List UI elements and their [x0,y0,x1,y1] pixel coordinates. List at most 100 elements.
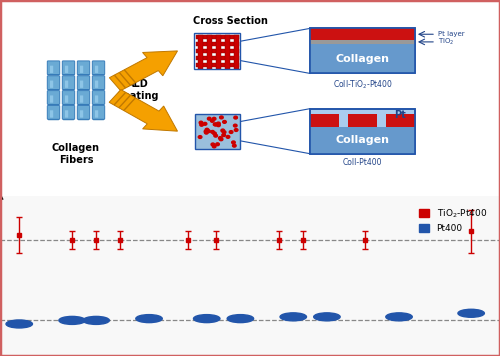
Bar [234,35,239,68]
Text: Pt: Pt [394,110,406,120]
FancyBboxPatch shape [92,61,104,75]
Ellipse shape [280,313,306,321]
Circle shape [214,134,218,137]
Circle shape [218,137,222,140]
Bar [310,44,415,73]
FancyBboxPatch shape [78,77,89,90]
Circle shape [199,121,203,124]
Bar [310,114,340,127]
Polygon shape [109,90,178,131]
Ellipse shape [59,316,86,324]
Bar [310,40,415,44]
Circle shape [232,144,236,147]
FancyBboxPatch shape [48,106,59,120]
FancyBboxPatch shape [63,106,74,120]
Bar [207,35,212,68]
FancyBboxPatch shape [62,61,75,75]
FancyBboxPatch shape [95,110,98,117]
FancyBboxPatch shape [93,77,104,90]
Circle shape [203,122,207,125]
FancyBboxPatch shape [78,62,89,75]
Text: TiO$_2$: TiO$_2$ [438,37,454,47]
Text: Collagen: Collagen [336,53,390,64]
Text: Collagen
Fibers: Collagen Fibers [52,143,100,165]
Polygon shape [110,51,178,91]
Text: Coll-Pt400: Coll-Pt400 [343,158,382,167]
FancyBboxPatch shape [93,91,104,105]
Circle shape [214,123,217,126]
Circle shape [226,135,230,138]
Ellipse shape [136,315,162,323]
FancyBboxPatch shape [92,105,104,119]
Circle shape [204,130,208,133]
Text: Cross Section: Cross Section [192,16,268,26]
Ellipse shape [6,320,32,328]
Circle shape [222,120,226,123]
FancyBboxPatch shape [63,91,74,105]
Circle shape [210,130,214,133]
Circle shape [214,123,218,126]
FancyBboxPatch shape [78,105,90,119]
Circle shape [216,143,220,146]
FancyBboxPatch shape [78,106,89,120]
FancyBboxPatch shape [95,95,98,103]
FancyBboxPatch shape [78,91,90,104]
Circle shape [210,120,214,122]
FancyBboxPatch shape [80,95,83,103]
Text: ALD
Coating: ALD Coating [116,79,159,101]
FancyBboxPatch shape [80,66,83,73]
FancyBboxPatch shape [48,91,59,105]
Circle shape [212,132,216,135]
FancyBboxPatch shape [63,77,74,90]
FancyBboxPatch shape [50,110,53,117]
Circle shape [205,128,209,131]
FancyBboxPatch shape [93,106,104,120]
Circle shape [206,130,210,132]
Bar [310,28,415,73]
FancyBboxPatch shape [47,76,60,89]
Circle shape [232,141,235,144]
Bar [198,35,203,68]
FancyBboxPatch shape [78,61,90,75]
FancyBboxPatch shape [65,110,68,117]
FancyBboxPatch shape [92,76,104,89]
FancyBboxPatch shape [62,105,75,119]
Circle shape [216,122,220,125]
Circle shape [234,124,237,127]
FancyBboxPatch shape [65,95,68,103]
Circle shape [221,129,224,132]
Bar [196,49,239,53]
FancyBboxPatch shape [80,110,83,117]
Circle shape [216,124,220,127]
Ellipse shape [227,315,254,323]
FancyBboxPatch shape [78,76,90,89]
FancyBboxPatch shape [50,66,53,73]
FancyBboxPatch shape [65,80,68,88]
Ellipse shape [83,316,110,324]
Bar [310,127,415,154]
Ellipse shape [194,315,220,323]
Bar [196,56,239,60]
FancyBboxPatch shape [80,80,83,88]
Circle shape [200,124,203,126]
Bar [310,28,415,40]
Bar [195,114,240,149]
Bar [348,114,377,127]
Text: Pt layer: Pt layer [438,31,464,37]
Circle shape [208,117,211,120]
FancyBboxPatch shape [78,91,89,105]
Circle shape [198,136,202,138]
FancyBboxPatch shape [95,80,98,88]
FancyBboxPatch shape [95,66,98,73]
Ellipse shape [386,313,412,321]
Circle shape [220,138,223,141]
Text: Coll-TiO$_2$-Pt400: Coll-TiO$_2$-Pt400 [332,78,392,91]
Bar [194,33,240,69]
Bar [225,35,230,68]
Bar [386,114,415,127]
FancyBboxPatch shape [62,91,75,104]
Circle shape [234,116,237,119]
FancyBboxPatch shape [47,61,60,75]
Circle shape [222,131,226,134]
Bar [196,42,239,46]
